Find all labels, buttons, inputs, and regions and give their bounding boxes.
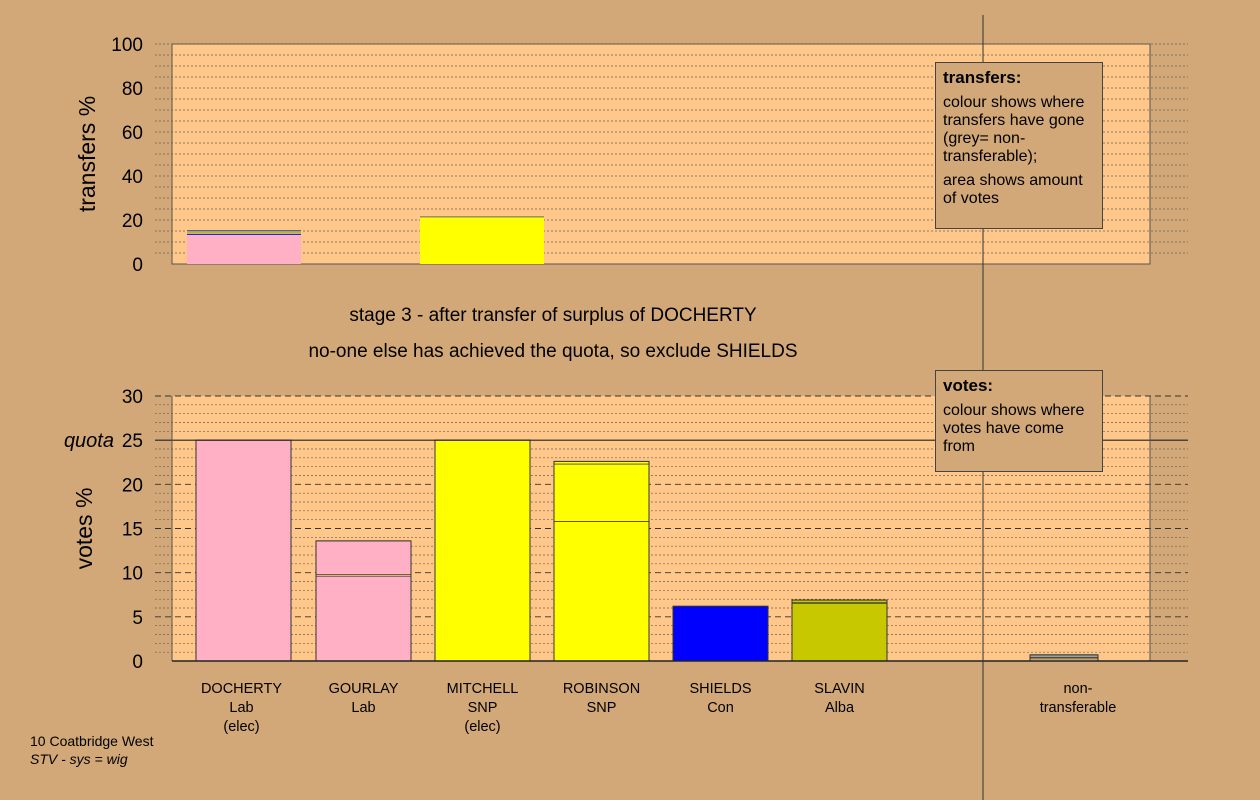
transfer-segment-snp (420, 216, 544, 264)
nontransferable-label: transferable (1040, 700, 1117, 716)
ward-name: 10 Coatbridge West (30, 733, 154, 749)
nontransferable-label: non- (1063, 681, 1092, 697)
system-note: STV - sys = wig (30, 751, 128, 767)
transfers-legend: transfers: colour shows where transfers … (935, 62, 1103, 229)
exclusion-caption: no-one else has achieved the quota, so e… (308, 341, 798, 362)
votes-tick-label: 25 (122, 431, 143, 452)
candidate-name-label: SHIELDS (689, 681, 751, 697)
transfers-tick-label: 20 (122, 211, 143, 232)
vote-segment-con (672, 605, 769, 662)
transfers-tick-label: 60 (122, 123, 143, 144)
transfer-segment-alba (187, 232, 301, 235)
candidate-name-label: ROBINSON (563, 681, 640, 697)
votes-legend-text: colour shows where votes have come from (943, 402, 1085, 455)
stage-caption: stage 3 - after transfer of surplus of D… (349, 305, 757, 326)
vote-segment-snp (553, 463, 650, 522)
transfers-axis-label: transfers % (74, 96, 100, 212)
votes-tick-label: 30 (122, 387, 143, 408)
votes-tick-label: 20 (122, 475, 143, 496)
transfers-tick-label: 80 (122, 79, 143, 100)
candidate-party-label: SNP (587, 700, 617, 716)
candidate-name-label: MITCHELL (447, 681, 519, 697)
transfers-legend-area-text: area shows amount of votes (943, 172, 1083, 207)
votes-legend: votes: colour shows where votes have com… (935, 370, 1103, 472)
candidate-name-label: DOCHERTY (201, 681, 282, 697)
votes-axis-label: votes % (71, 488, 97, 570)
transfers-legend-title: transfers: (943, 68, 1022, 87)
votes-legend-title: votes: (943, 376, 994, 395)
votes-tick-label: 5 (132, 608, 143, 629)
transfers-tick-label: 100 (111, 35, 143, 56)
transfer-segment-con (187, 234, 301, 235)
candidate-party-label: Alba (825, 700, 855, 716)
vote-segment-snp (434, 439, 531, 662)
quota-label: quota (64, 430, 114, 452)
vote-segment-lab (195, 439, 292, 662)
votes-tick-label: 10 (122, 564, 143, 585)
candidate-party-label: Con (707, 700, 734, 716)
candidate-party-label: Lab (229, 700, 253, 716)
vote-segment-alba (791, 603, 888, 662)
candidate-name-label: GOURLAY (329, 681, 399, 697)
votes-tick-label: 15 (122, 520, 143, 541)
candidate-party-label: SNP (468, 700, 498, 716)
vote-segment-lab (315, 575, 412, 662)
votes-tick-label: 0 (132, 652, 143, 673)
vote-segment-snp (553, 521, 650, 662)
candidate-note-label: (elec) (464, 719, 500, 735)
transfers-tick-label: 0 (132, 255, 143, 276)
transfer-segment-lab (187, 234, 301, 264)
vote-segment-lab (315, 540, 412, 575)
transfers-legend-colour-text: colour shows where transfers have gone (… (943, 94, 1085, 165)
transfers-tick-label: 40 (122, 167, 143, 188)
candidate-name-label: SLAVIN (814, 681, 865, 697)
transfer-segment-nontransferable (187, 230, 301, 233)
candidate-note-label: (elec) (223, 719, 259, 735)
candidate-party-label: Lab (351, 700, 375, 716)
